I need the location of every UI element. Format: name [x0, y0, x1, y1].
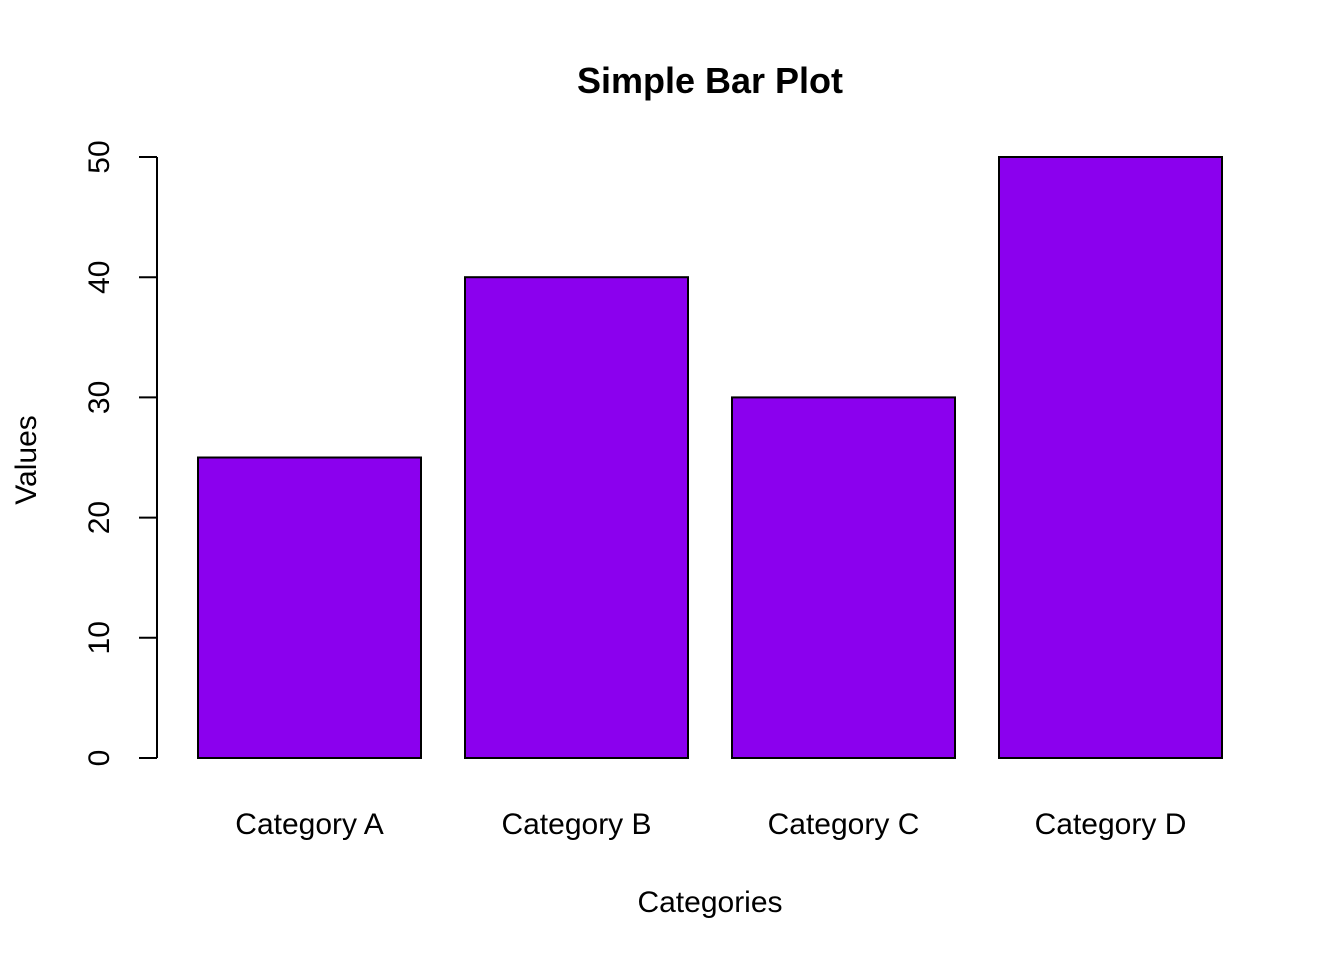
y-tick-label: 10	[83, 621, 116, 654]
x-axis-label: Categories	[637, 886, 782, 919]
y-tick-label: 20	[83, 501, 116, 534]
x-tick-label: Category D	[1035, 808, 1187, 841]
y-tick-label: 30	[83, 381, 116, 414]
bar-category-c	[731, 396, 956, 759]
bar-category-b	[464, 276, 689, 759]
bar-category-d	[998, 156, 1223, 759]
y-tick-label: 50	[83, 140, 116, 173]
y-tick-label: 0	[83, 750, 116, 767]
y-tick-label: 40	[83, 261, 116, 294]
x-tick-label: Category A	[235, 808, 383, 841]
y-axis: 0 10 20 30 40 50	[83, 140, 158, 767]
y-axis-label: Values	[10, 415, 43, 505]
bars-group	[197, 156, 1223, 759]
chart-title: Simple Bar Plot	[577, 60, 843, 101]
x-tick-labels: Category A Category B Category C Category D	[235, 808, 1186, 841]
x-tick-label: Category B	[501, 808, 651, 841]
bar-category-a	[197, 456, 422, 759]
x-tick-label: Category C	[768, 808, 920, 841]
